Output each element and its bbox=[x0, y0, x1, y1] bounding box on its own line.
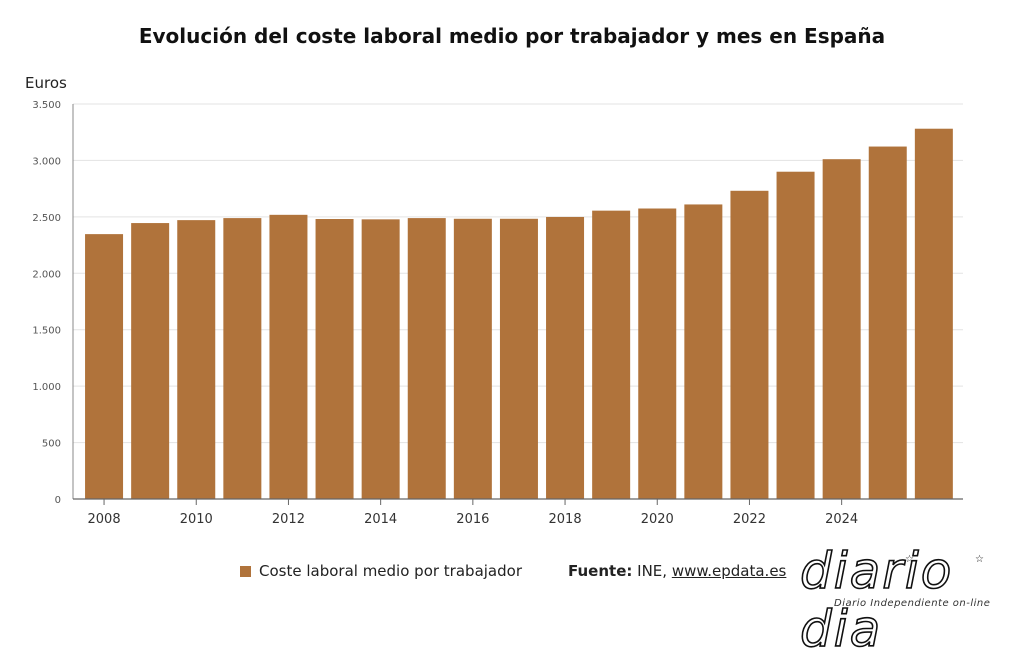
bar bbox=[822, 159, 861, 500]
y-axis-unit: Euros bbox=[25, 74, 67, 92]
x-tick-label: 2020 bbox=[641, 512, 674, 527]
y-tick-label: 2.500 bbox=[32, 213, 61, 224]
legend-swatch bbox=[240, 565, 251, 577]
source-note: Fuente: INE, www.epdata.es bbox=[568, 562, 786, 580]
x-tick-label: 2016 bbox=[456, 512, 489, 527]
diario-dia-logo: ☆ ☆ diario dia Diario Independiente on-l… bbox=[799, 541, 1024, 658]
star-icon: ☆ bbox=[905, 554, 914, 565]
bar-chart: 0 500 1.000 1.500 2.000 2.500 3.000 3.500 2008 20… bbox=[32, 100, 963, 527]
chart-title: Evolución del coste laboral medio por tr… bbox=[138, 24, 886, 48]
y-tick-label: 0 bbox=[55, 495, 61, 506]
source-label: Fuente: bbox=[568, 562, 633, 580]
bar bbox=[684, 204, 723, 499]
bar bbox=[223, 218, 262, 499]
x-tick-label: 2008 bbox=[88, 512, 121, 527]
bar bbox=[638, 208, 677, 499]
source-text: INE, bbox=[637, 562, 668, 580]
bar bbox=[546, 216, 585, 499]
y-tick-label: 3.000 bbox=[32, 156, 61, 167]
y-tick-label: 2.000 bbox=[32, 269, 61, 280]
bars bbox=[85, 128, 953, 500]
x-tick-label: 2010 bbox=[180, 512, 213, 527]
y-tick-label: 3.500 bbox=[32, 100, 61, 111]
bar bbox=[85, 234, 124, 500]
x-tick-label: 2022 bbox=[733, 512, 766, 527]
bar bbox=[730, 190, 769, 499]
bar bbox=[776, 171, 815, 499]
bar bbox=[499, 218, 538, 500]
logo-tagline: Diario Independiente on-line bbox=[834, 598, 991, 609]
bar bbox=[269, 214, 308, 499]
x-tick-label: 2018 bbox=[549, 512, 582, 527]
y-tick-label: 1.000 bbox=[32, 382, 61, 393]
x-tick-label: 2014 bbox=[364, 512, 397, 527]
star-icon: ☆ bbox=[975, 554, 984, 565]
x-tick-label: 2024 bbox=[825, 512, 858, 527]
legend-label: Coste laboral medio por trabajador bbox=[259, 562, 522, 580]
y-tick-label: 500 bbox=[42, 439, 61, 450]
bar bbox=[868, 146, 907, 499]
bar bbox=[407, 218, 446, 499]
bar bbox=[361, 219, 400, 499]
legend: Coste laboral medio por trabajador bbox=[240, 562, 522, 580]
bar bbox=[177, 220, 216, 499]
bar bbox=[592, 210, 631, 499]
bar bbox=[453, 218, 492, 500]
axes: 0 500 1.000 1.500 2.000 2.500 3.000 3.500 2008 20… bbox=[32, 100, 963, 527]
bar bbox=[131, 223, 170, 500]
bar bbox=[315, 219, 354, 499]
bar bbox=[914, 128, 953, 500]
y-tick-label: 1.500 bbox=[32, 326, 61, 337]
source-link[interactable]: www.epdata.es bbox=[671, 562, 787, 580]
x-tick-label: 2012 bbox=[272, 512, 305, 527]
